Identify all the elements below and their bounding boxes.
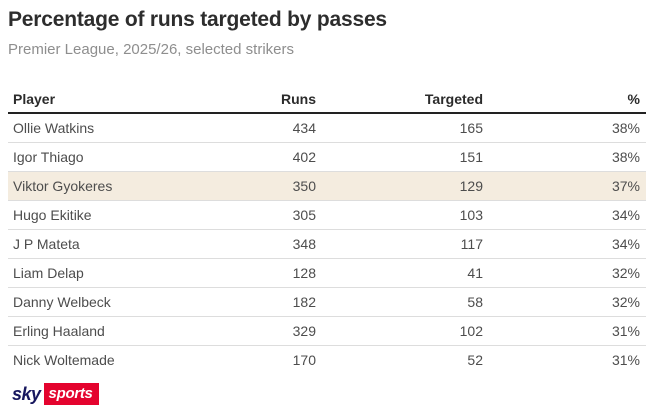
table-row: J P Mateta 348 117 34% [8, 230, 646, 259]
table-row: Danny Welbeck 182 58 32% [8, 288, 646, 317]
table-row-highlighted: Viktor Gyokeres 350 129 37% [8, 172, 646, 201]
pct-cell: 37% [611, 178, 640, 194]
runs-cell: 182 [292, 294, 316, 310]
column-header-runs: Runs [281, 91, 316, 107]
player-name-cell: J P Mateta [13, 236, 80, 252]
targeted-cell: 117 [460, 236, 483, 252]
player-name-cell: Hugo Ekitike [13, 207, 92, 223]
table-body: Ollie Watkins 434 165 38% Igor Thiago 402 151 3… [8, 114, 646, 374]
runs-cell: 128 [292, 265, 316, 281]
runs-cell: 329 [292, 323, 316, 339]
runs-cell: 402 [292, 149, 316, 165]
targeted-cell: 52 [467, 352, 483, 368]
pct-cell: 31% [611, 352, 640, 368]
pct-cell: 31% [611, 323, 640, 339]
targeted-cell: 102 [459, 323, 483, 339]
table-header-row: Player Runs Targeted % [8, 86, 646, 114]
pct-cell: 38% [611, 120, 640, 136]
sports-logo-badge: sports [43, 383, 99, 405]
stats-table: Player Runs Targeted % Ollie Watkins 434 1… [8, 86, 646, 374]
player-name-cell: Ollie Watkins [13, 120, 95, 136]
table-row: Liam Delap 128 41 32% [8, 259, 646, 288]
column-header-targeted: Targeted [424, 91, 483, 107]
player-name-cell: Danny Welbeck [13, 294, 111, 310]
targeted-cell: 129 [459, 178, 483, 194]
column-header-percent: % [627, 91, 640, 107]
pct-cell: 38% [611, 149, 640, 165]
targeted-cell: 151 [459, 149, 483, 165]
pct-cell: 32% [611, 265, 640, 281]
page-subtitle: Premier League, 2025/26, selected strike… [8, 41, 294, 58]
table-row: Erling Haaland 329 102 31% [8, 317, 646, 346]
column-header-player: Player [13, 91, 56, 107]
runs-cell: 170 [292, 352, 316, 368]
player-name-cell: Viktor Gyokeres [13, 178, 113, 194]
pct-cell: 32% [611, 294, 640, 310]
pct-cell: 34% [611, 207, 640, 223]
targeted-cell: 41 [467, 265, 483, 281]
runs-cell: 350 [292, 178, 316, 194]
player-name-cell: Igor Thiago [13, 149, 84, 165]
page-title: Percentage of runs targeted by passes [8, 8, 387, 31]
table-row: Ollie Watkins 434 165 38% [8, 114, 646, 143]
table-row: Hugo Ekitike 305 103 34% [8, 201, 646, 230]
player-name-cell: Erling Haaland [13, 323, 105, 339]
sky-sports-logo: sky sports [12, 383, 99, 405]
targeted-cell: 165 [459, 120, 483, 136]
table-row: Nick Woltemade 170 52 31% [8, 346, 646, 374]
targeted-cell: 58 [467, 294, 483, 310]
targeted-cell: 103 [459, 207, 483, 223]
sky-logo-text: sky [12, 384, 41, 404]
player-name-cell: Nick Woltemade [13, 352, 115, 368]
runs-cell: 434 [292, 120, 316, 136]
runs-cell: 348 [292, 236, 316, 252]
runs-cell: 305 [292, 207, 316, 223]
pct-cell: 34% [611, 236, 640, 252]
player-name-cell: Liam Delap [13, 265, 84, 281]
table-row: Igor Thiago 402 151 38% [8, 143, 646, 172]
